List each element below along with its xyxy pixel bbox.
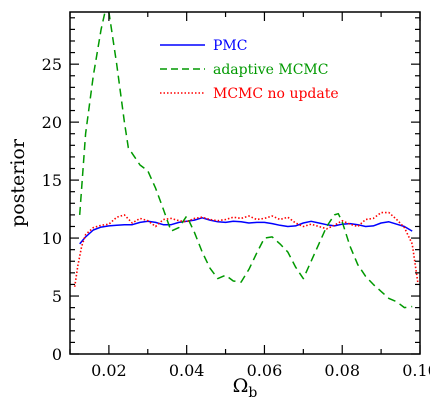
legend: PMC adaptive MCMC MCMC no update	[160, 38, 339, 102]
y-tick-label: 25	[42, 55, 62, 74]
x-tick-label: 0.10	[402, 361, 430, 380]
x-axis-title-symbol: Ω	[233, 375, 249, 397]
series-line-2	[78, 12, 413, 309]
x-axis-title: Ωb	[233, 375, 258, 401]
x-tick-label: 0.04	[169, 361, 205, 380]
axis-tick-labels: 0.02 0.04 0.06 0.08 0.10 0 5 10 15 20 25	[42, 55, 430, 380]
plot-frame	[69, 11, 421, 355]
x-axis-title-subscript: b	[248, 385, 257, 401]
y-tick-label: 5	[52, 287, 62, 306]
y-tick-label: 0	[52, 345, 62, 364]
y-tick-label: 20	[42, 113, 62, 132]
x-tick-label: 0.02	[91, 361, 127, 380]
axis-ticks	[69, 12, 421, 355]
series-line-3	[73, 211, 419, 287]
series-line-1	[79, 217, 413, 245]
x-tick-label: 0.08	[324, 361, 360, 380]
y-axis-title: posterior	[7, 138, 29, 227]
plot-series	[73, 12, 419, 309]
y-tick-label: 15	[42, 171, 62, 190]
legend-label: PMC	[213, 38, 247, 54]
y-tick-label: 10	[42, 229, 62, 248]
legend-label: adaptive MCMC	[213, 62, 328, 78]
legend-label: MCMC no update	[213, 86, 339, 102]
x-tick-label: 0.06	[247, 361, 283, 380]
